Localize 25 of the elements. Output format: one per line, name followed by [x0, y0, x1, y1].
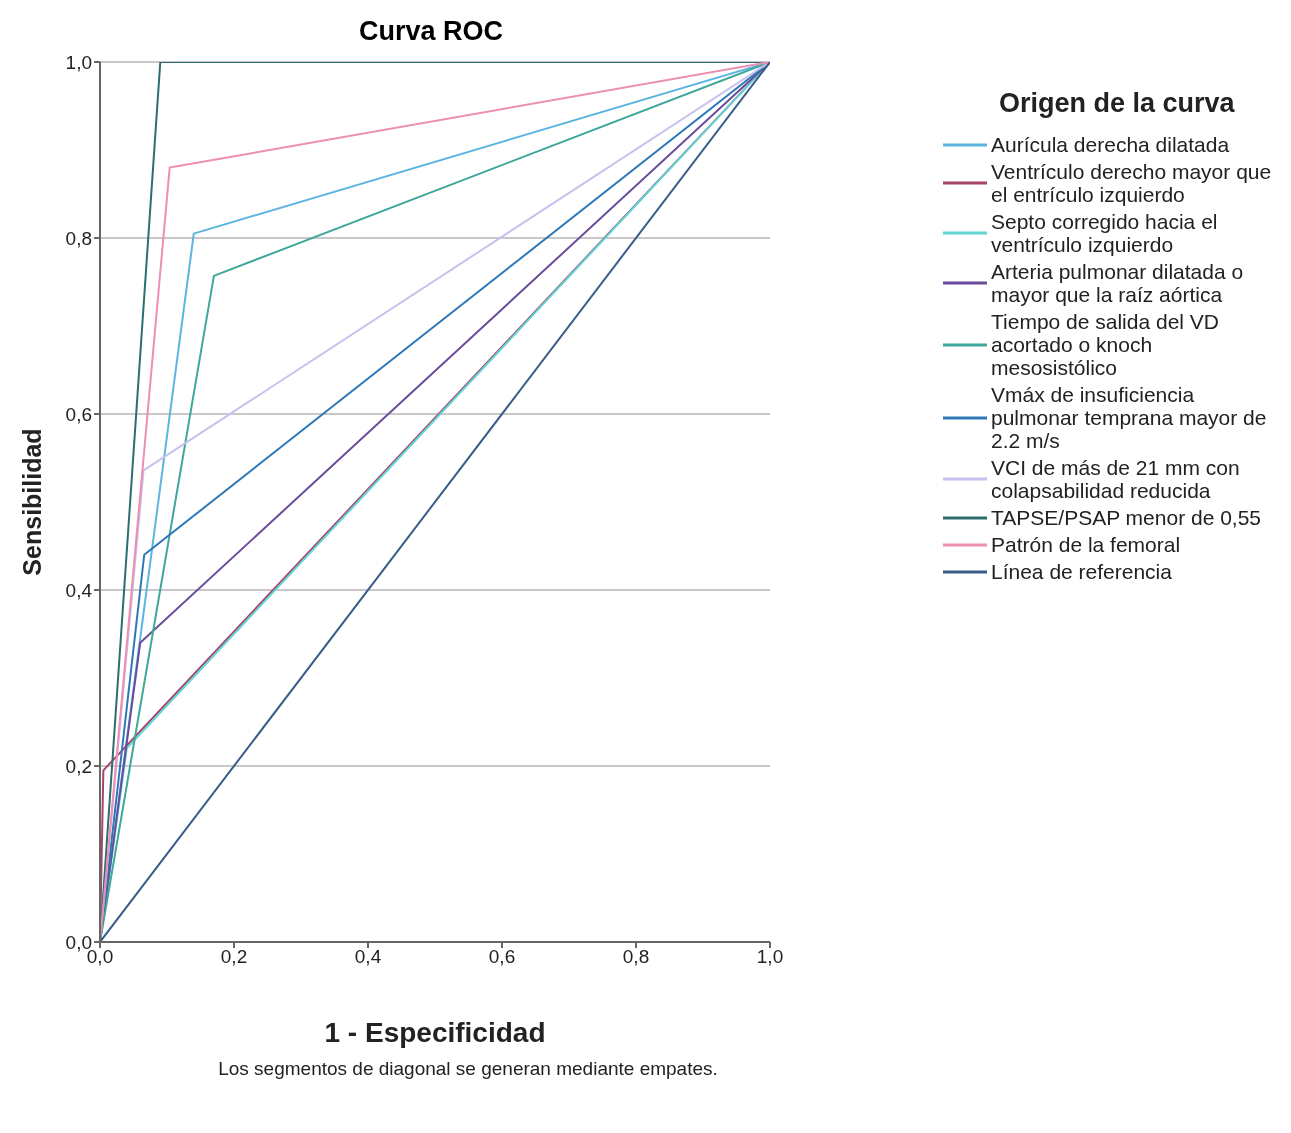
legend-label: Tiempo de salida del VD acortado o knoch mesosistólico	[991, 310, 1220, 379]
text: Los segmentos de diagonal se generan mediante empates.	[217, 1058, 719, 1080]
legend-label: TAPSE/PSAP menor de 0,55	[991, 506, 1262, 529]
y-axis-title: Sensibilidad	[17, 428, 46, 576]
legend-label: Arteria pulmonar dilatada o mayor que la raíz aórtica	[991, 260, 1245, 306]
y-tick-label: 0,8	[65, 227, 92, 249]
y-tick-label: 0,6	[65, 403, 92, 425]
legend-label: Aurícula derecha dilatada	[991, 133, 1230, 156]
legend-label: Ventrículo derecho mayor que el entrículo izquierdo	[991, 160, 1273, 206]
y-tick-label: 0,4	[65, 579, 93, 601]
y-tick-label: 1,0	[65, 51, 92, 73]
x-tick-label: 1,0	[756, 946, 784, 968]
legend-label: Septo corregido hacia el ventrículo izquierdo	[991, 210, 1219, 256]
y-tick-label: 0,2	[65, 755, 92, 777]
chart-title: Curva ROC	[358, 16, 504, 47]
legend-label: Línea de referencia	[991, 560, 1172, 583]
x-tick-label: 0,8	[622, 946, 650, 968]
legend-label: Vmáx de insuficiencia pulmonar temprana mayor de 2.2 m/s	[991, 383, 1268, 452]
x-tick-label: 0,4	[354, 946, 382, 968]
x-tick-label: 0,2	[220, 946, 248, 968]
legend-label: VCI de más de 21 mm con colapsabilidad reducida	[991, 456, 1241, 502]
x-tick-label: 0,6	[488, 946, 516, 968]
x-axis-title: 1 - Especificidad	[324, 1017, 546, 1048]
legend-label: Patrón de la femoral	[991, 533, 1181, 556]
legend-title: Origen de la curva	[998, 88, 1236, 119]
